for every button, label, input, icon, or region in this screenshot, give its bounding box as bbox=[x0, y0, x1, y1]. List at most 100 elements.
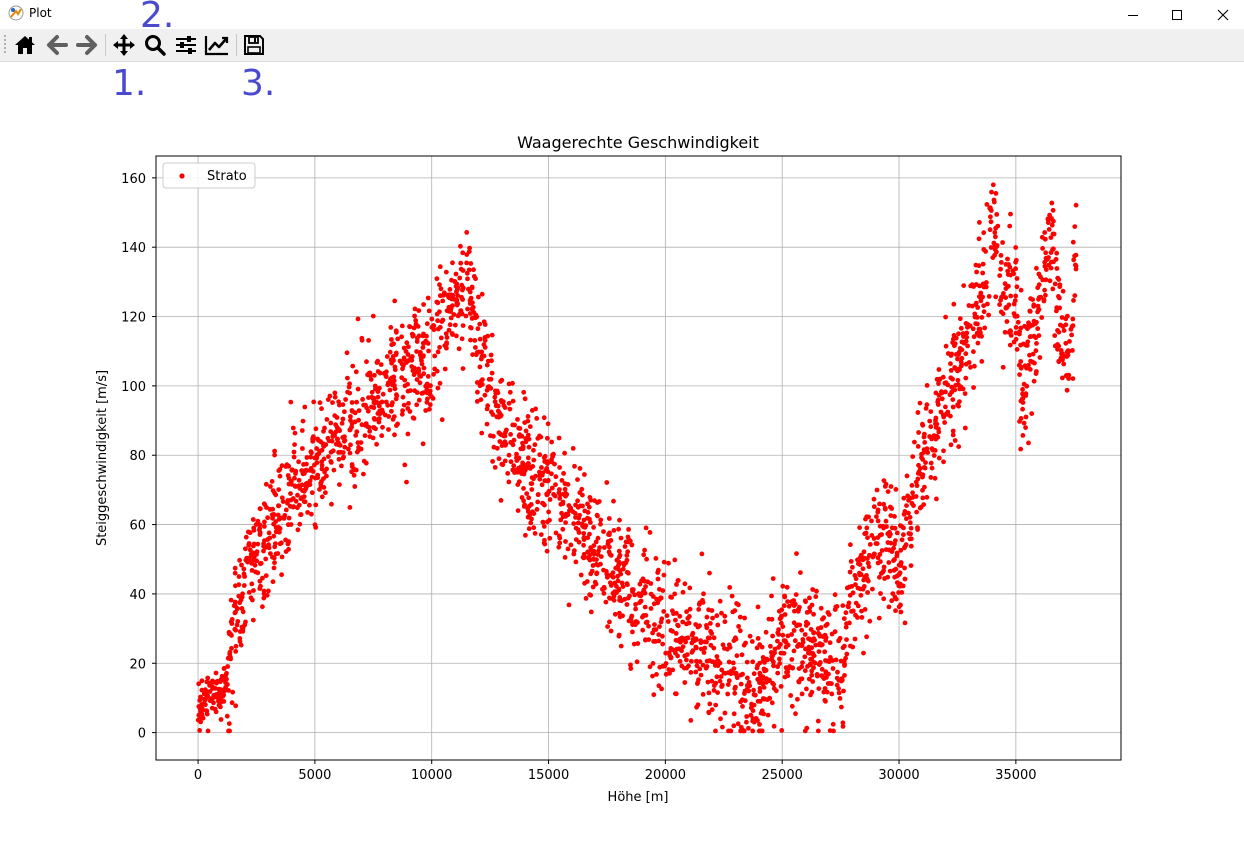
scatter-point bbox=[229, 621, 235, 626]
scatter-point bbox=[271, 521, 276, 527]
scatter-point bbox=[594, 571, 599, 577]
scatter-point bbox=[578, 572, 584, 578]
scatter-point bbox=[253, 569, 258, 575]
scatter-point bbox=[561, 471, 566, 476]
scatter-point bbox=[941, 459, 946, 465]
close-button[interactable] bbox=[1200, 0, 1244, 29]
scatter-point bbox=[458, 260, 464, 266]
scatter-point bbox=[956, 350, 962, 355]
scatter-point bbox=[934, 496, 939, 502]
scatter-point bbox=[205, 728, 211, 734]
scatter-point bbox=[265, 515, 270, 521]
scatter-point bbox=[292, 483, 298, 489]
scatter-point bbox=[698, 672, 704, 678]
save-button[interactable] bbox=[240, 32, 268, 58]
scatter-point bbox=[719, 667, 725, 673]
pan-button[interactable] bbox=[110, 32, 138, 58]
scatter-point bbox=[694, 663, 700, 669]
scatter-point bbox=[223, 680, 229, 686]
scatter-point bbox=[387, 387, 393, 393]
forward-button[interactable] bbox=[73, 32, 101, 58]
scatter-point bbox=[1022, 323, 1027, 329]
scatter-point bbox=[271, 533, 277, 539]
scatter-point bbox=[912, 439, 917, 445]
scatter-point bbox=[455, 293, 460, 298]
scatter-point bbox=[836, 690, 842, 696]
scatter-point bbox=[865, 556, 870, 561]
scatter-point bbox=[832, 629, 838, 635]
scatter-point bbox=[299, 482, 305, 488]
scatter-point bbox=[594, 512, 600, 518]
scatter-point bbox=[1049, 222, 1055, 228]
scatter-point bbox=[811, 611, 816, 617]
scatter-point bbox=[414, 390, 420, 395]
scatter-point bbox=[349, 400, 355, 405]
scatter-point bbox=[508, 459, 514, 465]
scatter-point bbox=[507, 389, 513, 395]
scatter-point bbox=[650, 673, 655, 679]
scatter-point bbox=[389, 337, 394, 342]
scatter-point bbox=[677, 613, 683, 619]
scatter-point bbox=[260, 575, 265, 581]
scatter-point bbox=[1043, 250, 1049, 256]
scatter-point bbox=[482, 338, 488, 343]
scatter-point bbox=[263, 481, 269, 487]
scatter-point bbox=[347, 450, 353, 456]
scatter-point bbox=[1002, 329, 1008, 335]
scatter-point bbox=[544, 548, 550, 554]
scatter-point bbox=[742, 615, 747, 621]
scatter-point bbox=[389, 375, 394, 381]
scatter-point bbox=[797, 604, 802, 610]
scatter-point bbox=[968, 364, 973, 370]
y-tick-label: 80 bbox=[129, 449, 146, 464]
scatter-point bbox=[963, 351, 969, 357]
scatter-point bbox=[896, 590, 901, 595]
scatter-point bbox=[213, 709, 219, 715]
scatter-point bbox=[881, 596, 887, 602]
scatter-point bbox=[935, 434, 941, 440]
scatter-point bbox=[553, 474, 559, 480]
scatter-point bbox=[666, 667, 672, 672]
scatter-point bbox=[940, 374, 946, 380]
scatter-point bbox=[1056, 294, 1061, 299]
scatter-point bbox=[478, 397, 484, 403]
home-button[interactable] bbox=[11, 32, 39, 58]
tick-marks: 0 5000 10000 15000 20000 25000 30000 3500002040… bbox=[121, 172, 1036, 783]
scatter-point bbox=[1013, 266, 1018, 272]
scatter-point bbox=[515, 482, 521, 487]
scatter-point bbox=[218, 717, 224, 722]
scatter-point bbox=[884, 524, 889, 529]
scatter-point bbox=[770, 653, 776, 658]
scatter-point bbox=[547, 497, 553, 502]
scatter-point bbox=[364, 359, 369, 365]
scatter-point bbox=[266, 542, 271, 547]
scatter-point bbox=[677, 659, 683, 664]
scatter-point bbox=[423, 383, 429, 389]
scatter-point bbox=[958, 359, 964, 365]
scatter-point bbox=[643, 525, 649, 531]
scatter-point bbox=[1050, 286, 1056, 292]
scatter-point bbox=[290, 425, 296, 431]
scatter-point bbox=[263, 573, 269, 579]
scatter-point bbox=[861, 556, 867, 562]
edit-axis-button[interactable] bbox=[203, 32, 231, 58]
scatter-point bbox=[1050, 207, 1056, 213]
maximize-button[interactable] bbox=[1154, 0, 1200, 29]
scatter-point bbox=[523, 532, 528, 538]
scatter-point bbox=[507, 406, 513, 412]
scatter-point bbox=[334, 415, 340, 420]
scatter-point bbox=[230, 689, 236, 695]
scatter-point bbox=[426, 308, 432, 314]
configure-subplots-button[interactable] bbox=[172, 32, 200, 58]
minimize-button[interactable] bbox=[1110, 0, 1156, 29]
scatter-point bbox=[300, 446, 305, 451]
scatter-point bbox=[1054, 266, 1060, 271]
scatter-point bbox=[984, 202, 990, 207]
scatter-point bbox=[952, 438, 958, 443]
zoom-button[interactable] bbox=[141, 32, 169, 58]
scatter-point bbox=[998, 266, 1003, 272]
back-button[interactable] bbox=[43, 32, 71, 58]
scatter-point bbox=[809, 672, 815, 678]
scatter-point bbox=[844, 621, 849, 627]
scatter-point bbox=[237, 639, 243, 644]
